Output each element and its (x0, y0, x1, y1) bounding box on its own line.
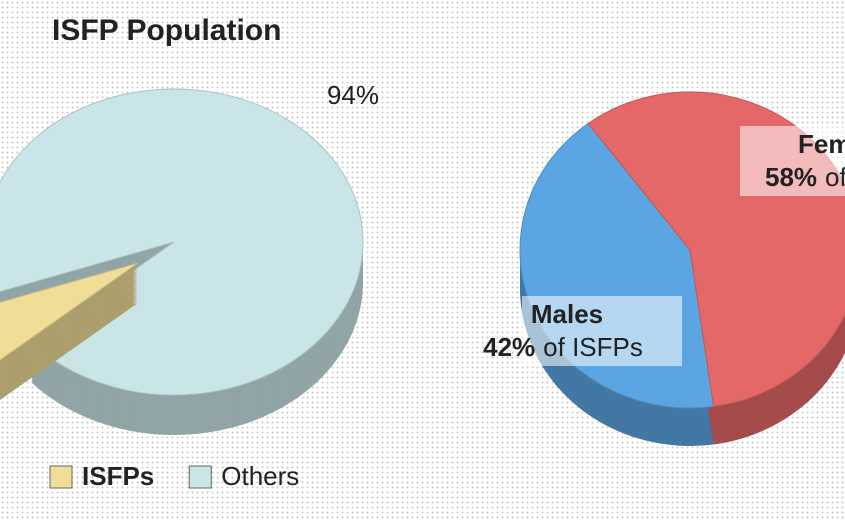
pie-slice-side-layer (0, 269, 138, 367)
slice-name: Males (531, 299, 603, 329)
pie-slice-side-layer (0, 283, 138, 381)
pie-slice-side-layer (0, 287, 138, 385)
pie-slice-side-layer (0, 277, 138, 375)
pie-slice-side (0, 265, 138, 401)
slice-label: 58% of ISFPs (765, 162, 845, 192)
pie-slice-side-layer (0, 303, 138, 401)
pie-slice-side-layer (0, 273, 138, 371)
pie-slice-side-layer (0, 271, 138, 369)
pie-slice-side-layer (0, 297, 138, 395)
slice-name: Females (798, 129, 845, 159)
slice-label: 42% of ISFPs (483, 332, 643, 362)
legend-swatch (188, 465, 212, 489)
pie-slice-side-layer (0, 275, 138, 373)
legend-label: ISFPs (82, 461, 154, 491)
pie-slice-side-layer (0, 279, 138, 377)
chart-title: ISFP Population (52, 14, 281, 47)
slice-value-label: 42% (483, 332, 535, 362)
pie-slice-side-layer (0, 285, 138, 383)
label-box (522, 296, 682, 366)
pie-slice-side-layer (0, 295, 138, 393)
slice-label-suffix: of ISFPs (543, 332, 643, 362)
pie-slice-side-layer (0, 291, 138, 389)
pie-slice-side-layer (0, 301, 138, 399)
pie-slice-side-layer (0, 267, 138, 365)
slice-value-label: 58% (765, 162, 817, 192)
slice-value-label: 94% (327, 80, 379, 110)
slice-label-suffix: of ISFPs (825, 162, 845, 192)
slice-label: 94% (327, 80, 379, 110)
pie-slice (0, 262, 138, 361)
pie-slice-side-layer (0, 289, 138, 387)
label-box (740, 126, 845, 196)
legend-label: Others (221, 461, 299, 491)
pie-slice-side-layer (0, 293, 138, 391)
pie-slice-side-layer (0, 299, 138, 397)
legend-swatch (49, 465, 73, 489)
pie-slice-side-layer (0, 281, 138, 379)
pie-slice-side-layer (0, 265, 138, 363)
